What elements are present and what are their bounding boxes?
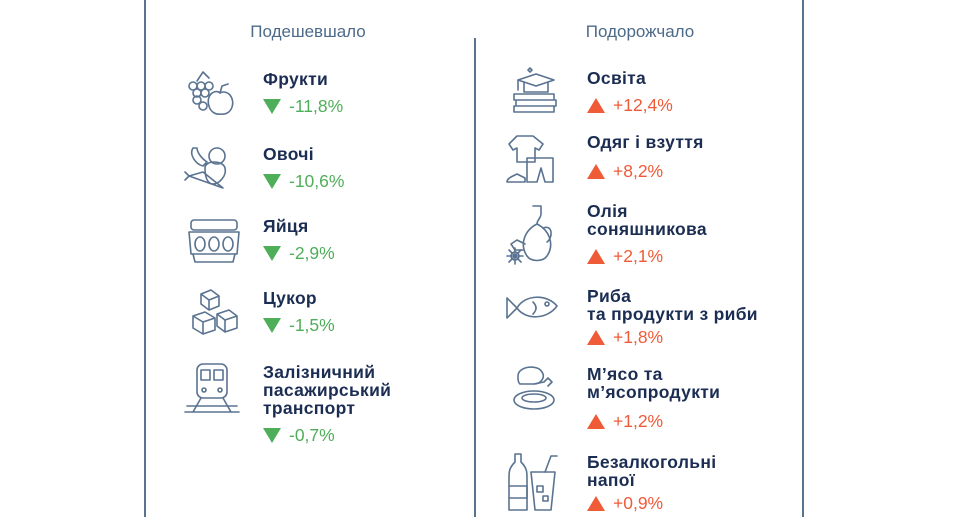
value-text: -0,7% — [289, 425, 335, 445]
item-value: +1,2% — [587, 411, 720, 431]
vegetables-icon — [183, 142, 241, 194]
item-title-line: та продукти з риби — [587, 304, 758, 324]
train-icon — [183, 362, 241, 414]
down-triangle-icon — [263, 173, 281, 189]
fruit-icon — [183, 68, 241, 120]
cheaper-item-vegetables: Овочі -10,6% — [263, 145, 344, 191]
clothes-icon — [503, 132, 561, 184]
cheaper-item-rail-transport: Залізничний пасажирський транспорт -0,7% — [263, 363, 391, 445]
value-text: +12,4% — [613, 95, 673, 115]
pricier-item-education: Освіта +12,4% — [587, 69, 673, 115]
column-divider — [474, 38, 476, 517]
meat-icon — [508, 362, 566, 414]
item-value: -10,6% — [263, 171, 344, 191]
up-triangle-icon — [587, 495, 605, 511]
down-triangle-icon — [263, 245, 281, 261]
value-text: +8,2% — [613, 161, 664, 181]
up-triangle-icon — [587, 329, 605, 345]
down-triangle-icon — [263, 98, 281, 114]
value-text: -11,8% — [289, 96, 344, 116]
cheaper-item-fruit: Фрукти -11,8% — [263, 70, 343, 116]
item-value: +0,9% — [587, 493, 716, 513]
item-value: -2,9% — [263, 243, 335, 263]
value-text: -2,9% — [289, 243, 335, 263]
item-title: Яйця — [263, 216, 309, 236]
value-text: +2,1% — [613, 246, 664, 266]
soft-drinks-icon — [505, 452, 563, 512]
pricier-item-soft-drinks: Безалкогольні напої +0,9% — [587, 453, 716, 513]
pricier-item-sunflower-oil: Олія соняшникова +2,1% — [587, 202, 707, 266]
item-title-line: М’ясо та — [587, 364, 663, 384]
item-title-line: Безалкогольні — [587, 452, 717, 472]
value-text: +0,9% — [613, 493, 664, 513]
item-value: -1,5% — [263, 315, 335, 335]
education-icon — [508, 66, 566, 118]
pricier-item-meat: М’ясо та м’ясопродукти +1,2% — [587, 365, 720, 431]
down-triangle-icon — [263, 317, 281, 333]
value-text: -10,6% — [289, 171, 345, 191]
sugar-icon — [185, 286, 243, 338]
item-title-line: Олія — [587, 201, 628, 221]
up-triangle-icon — [587, 163, 605, 179]
eggs-icon — [185, 214, 243, 266]
item-value: +12,4% — [587, 95, 673, 115]
up-triangle-icon — [587, 413, 605, 429]
item-value: -11,8% — [263, 96, 343, 116]
pricier-item-clothes: Одяг і взуття +8,2% — [587, 133, 704, 181]
item-title-line: соняшникова — [587, 219, 707, 239]
item-title-line: транспорт — [263, 398, 356, 418]
frame-right-border — [802, 0, 804, 517]
up-triangle-icon — [587, 97, 605, 113]
sunflower-oil-icon — [503, 204, 561, 266]
value-text: +1,8% — [613, 327, 664, 347]
item-title: Овочі — [263, 144, 314, 164]
up-triangle-icon — [587, 248, 605, 264]
cheaper-item-eggs: Яйця -2,9% — [263, 217, 335, 263]
item-title-line: Залізничний — [263, 362, 376, 382]
item-value: +2,1% — [587, 246, 707, 266]
item-title: Фрукти — [263, 69, 329, 89]
fish-icon — [503, 282, 561, 334]
item-title-line: м’ясопродукти — [587, 382, 721, 402]
pricier-heading: Подорожчало — [585, 22, 695, 41]
item-title: Цукор — [263, 288, 317, 308]
item-title-line: напої — [587, 470, 635, 490]
item-value: -0,7% — [263, 425, 391, 445]
item-title: Освіта — [587, 68, 647, 88]
value-text: +1,2% — [613, 411, 664, 431]
item-title-line: пасажирський — [263, 380, 392, 400]
item-title: Одяг і взуття — [587, 132, 704, 152]
item-value: +1,8% — [587, 327, 758, 347]
frame-left-border — [144, 0, 146, 517]
item-title-line: Риба — [587, 286, 632, 306]
cheaper-item-sugar: Цукор -1,5% — [263, 289, 335, 335]
cheaper-heading: Подешевшало — [250, 22, 366, 41]
value-text: -1,5% — [289, 315, 335, 335]
down-triangle-icon — [263, 427, 281, 443]
item-value: +8,2% — [587, 161, 704, 181]
pricier-item-fish: Риба та продукти з риби +1,8% — [587, 287, 758, 347]
